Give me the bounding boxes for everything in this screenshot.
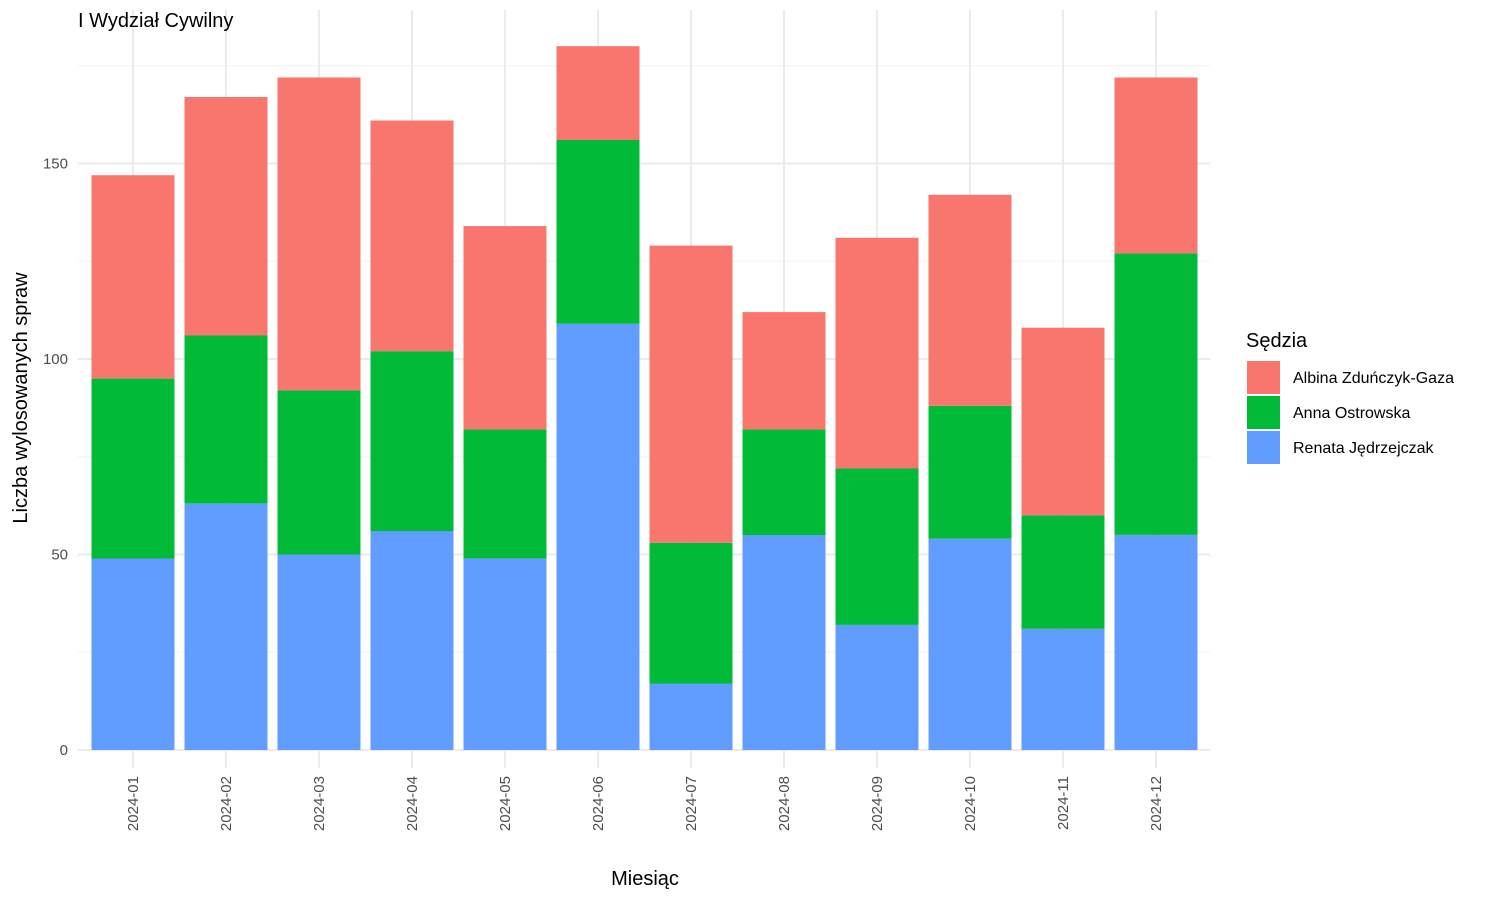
x-tick-label: 2024-11	[1055, 776, 1072, 830]
legend-swatch	[1247, 431, 1280, 464]
bar-segment	[184, 503, 268, 750]
bar-segment	[928, 405, 1012, 539]
x-tick-label: 2024-12	[1148, 776, 1165, 831]
bar-segment	[556, 140, 640, 324]
bar-segment	[91, 558, 175, 750]
bars	[91, 46, 1198, 750]
chart-title: I Wydział Cywilny	[78, 10, 233, 32]
bar-segment	[556, 46, 640, 141]
bar-segment	[277, 390, 361, 555]
bar-segment	[928, 538, 1012, 750]
legend-items: Albina Zduńczyk-Gaza Anna Ostrowska Renata…	[1247, 361, 1454, 464]
legend: Sędzia Albina Zduńczyk-Gaza Anna Ostrowsk…	[1246, 330, 1454, 464]
bar-segment	[184, 335, 268, 504]
x-tick-label: 2024-10	[962, 776, 979, 831]
x-tick-label: 2024-08	[776, 776, 793, 831]
bar-segment	[1021, 327, 1105, 516]
bar-segment	[649, 542, 733, 684]
x-axis-title: Miesiąc	[611, 868, 679, 890]
bar-segment	[370, 351, 454, 532]
bar-segment	[649, 245, 733, 543]
x-tick-label: 2024-04	[404, 776, 421, 831]
bar-segment	[91, 378, 175, 559]
x-tick-label: 2024-09	[869, 776, 886, 831]
bar-segment	[463, 226, 547, 430]
x-tick-label: 2024-03	[311, 776, 328, 831]
y-tick-label: 150	[43, 156, 68, 173]
bar-segment	[370, 531, 454, 750]
bar-segment	[1114, 77, 1198, 254]
bar-segment	[1114, 253, 1198, 535]
bar-segment	[835, 624, 919, 750]
x-tick-label: 2024-01	[125, 776, 142, 831]
bar-segment	[277, 77, 361, 391]
bar-segment	[742, 535, 826, 750]
bar-segment	[649, 683, 733, 750]
x-axis-tick-labels: 2024-01 2024-02 2024-03 2024-04 2024-05 2024-…	[125, 776, 1165, 831]
y-tick-label: 100	[43, 351, 68, 368]
y-tick-label: 50	[51, 547, 68, 564]
bar-segment	[742, 312, 826, 430]
legend-label: Albina Zduńczyk-Gaza	[1293, 370, 1454, 387]
bar-segment	[184, 97, 268, 336]
x-tick-label: 2024-05	[497, 776, 514, 831]
bar-segment	[463, 429, 547, 559]
bar-segment	[1021, 628, 1105, 750]
x-tick-label: 2024-07	[683, 776, 700, 831]
bar-segment	[277, 554, 361, 750]
legend-label: Renata Jędrzejczak	[1293, 440, 1435, 457]
bar-segment	[835, 237, 919, 469]
legend-label: Anna Ostrowska	[1293, 405, 1410, 422]
x-tick-label: 2024-06	[590, 776, 607, 831]
x-tick-label: 2024-02	[218, 776, 235, 831]
bar-segment	[928, 194, 1012, 406]
bar-segment	[1114, 535, 1198, 750]
legend-swatch	[1247, 361, 1280, 394]
y-axis-title: Liczba wylosowanych spraw	[10, 272, 32, 524]
legend-title: Sędzia	[1246, 330, 1308, 352]
bar-segment	[91, 175, 175, 379]
bar-segment	[463, 558, 547, 750]
bar-segment	[370, 120, 454, 352]
y-tick-label: 0	[60, 742, 68, 759]
bar-segment	[1021, 515, 1105, 629]
bar-segment	[742, 429, 826, 535]
y-axis-tick-labels: 0 50 100 150	[43, 156, 68, 760]
bar-segment	[556, 323, 640, 750]
bar-segment	[835, 468, 919, 625]
legend-swatch	[1247, 396, 1280, 429]
